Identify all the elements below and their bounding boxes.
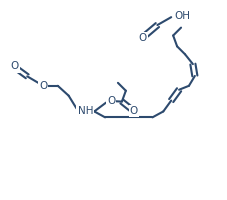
Text: O: O <box>10 61 18 71</box>
Text: O: O <box>107 96 115 106</box>
Text: O: O <box>129 106 137 116</box>
Text: O: O <box>138 33 146 43</box>
Text: O: O <box>39 81 47 91</box>
Text: OH: OH <box>173 11 189 21</box>
Text: NH: NH <box>77 106 93 116</box>
